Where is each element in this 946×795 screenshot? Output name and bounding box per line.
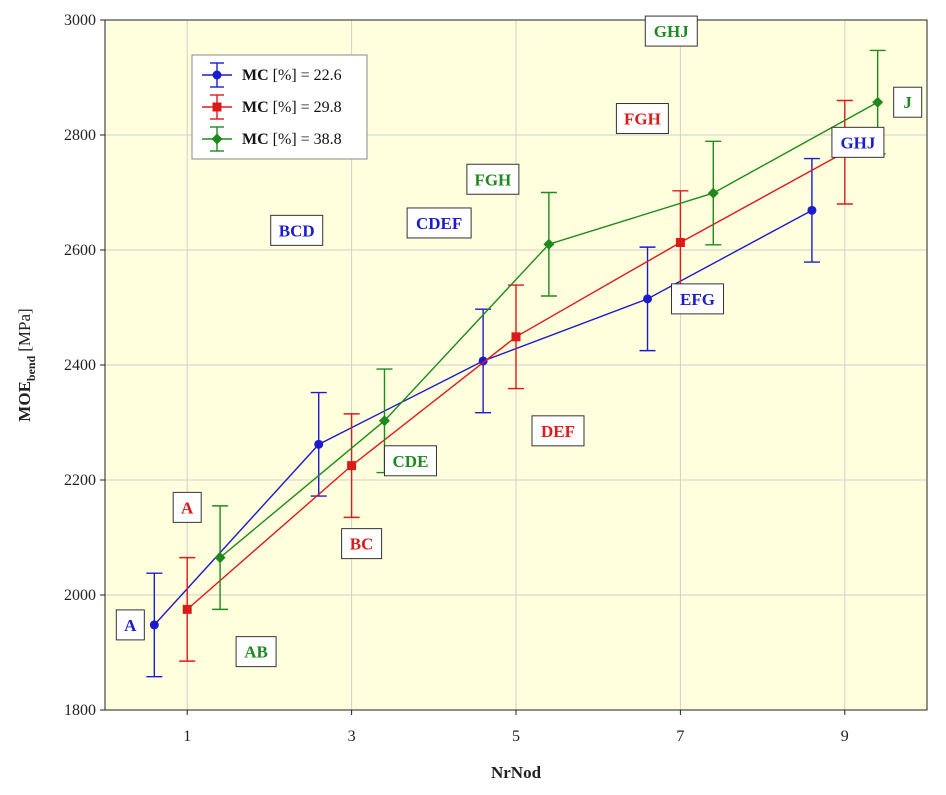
data-point [347,461,357,471]
group-label: AB [235,636,277,668]
data-point [807,205,817,215]
legend-label-rest: [%] = 29.8 [269,99,342,116]
group-label-box [406,207,472,239]
data-point [675,238,685,248]
data-point [643,294,653,304]
legend-label: MC [%] = 22.6 [242,67,342,84]
legend-label-rest: [%] = 22.6 [269,67,342,84]
group-label-text: CDE [393,452,429,471]
data-point [707,187,719,199]
y-axis-title: MOEbend [MPa] [15,308,38,421]
legend-label: MC [%] = 29.8 [242,99,342,116]
x-axis-title: NrNod [491,763,542,782]
group-label-text: FGH [624,110,661,129]
group-label: A [172,491,202,523]
data-point [314,439,324,449]
x-tick-label: 3 [348,728,356,745]
group-label-box [383,445,437,477]
group-label-box [644,15,698,47]
legend-label-bold: MC [242,131,269,148]
group-label-box [270,214,324,246]
data-point [211,133,223,145]
legend-item-2: MC [%] = 38.8 [202,126,342,152]
group-label-box [235,636,277,668]
group-label-text: BCD [279,221,315,240]
group-label: J [893,86,923,118]
group-label-text: CDEF [416,214,462,233]
data-point [543,238,555,250]
legend-label-rest: [%] = 38.8 [269,131,342,148]
group-label: GHJ [644,15,698,47]
y-tick-label: 2800 [64,127,96,144]
data-point [182,604,192,614]
y-tick-label: 2000 [64,587,96,604]
group-label-text: GHJ [654,22,689,41]
data-point [214,552,226,564]
group-label: CDE [383,445,437,477]
group-label-box [531,415,585,447]
data-point [212,70,222,80]
y-tick-label: 2400 [64,357,96,374]
data-point [478,356,488,366]
group-label-text: J [903,93,912,112]
group-label-box [341,528,383,560]
group-label: FGH [466,163,520,195]
legend: MC [%] = 22.6MC [%] = 29.8MC [%] = 38.8 [191,54,368,160]
legend-items: MC [%] = 22.6MC [%] = 29.8MC [%] = 38.8 [202,62,342,152]
y-tick-label: 2200 [64,472,96,489]
annotation-layer: ABCDCDEFEFGGHJABCDEFFGHHJABCDEFGHGHJJ [115,15,923,668]
legend-item-0: MC [%] = 22.6 [202,62,342,88]
data-point [212,102,222,112]
group-label-box [671,283,725,315]
group-label-box [615,103,669,135]
y-axis-title-main: MOE [15,381,34,422]
group-label: BCD [270,214,324,246]
group-label: EFG [671,283,725,315]
x-tick-label: 7 [676,728,684,745]
group-label: DEF [531,415,585,447]
group-label-text: GHJ [840,133,875,152]
legend-label-bold: MC [242,67,269,84]
group-label-text: BC [350,535,374,554]
group-label-text: AB [244,643,268,662]
data-point [378,415,390,427]
group-label-text: A [181,498,194,517]
legend-item-1: MC [%] = 29.8 [202,94,342,120]
legend-label: MC [%] = 38.8 [242,131,342,148]
y-tick-label: 1800 [64,702,96,719]
group-label: GHJ [831,126,885,158]
y-tick-label: 2600 [64,242,96,259]
group-label-text: A [124,616,137,635]
group-label: BC [341,528,383,560]
group-label-box [831,126,885,158]
y-axis-ticks: 1800 2000 2200 2400 2600 2800 3000 [64,12,105,719]
y-axis-title-sub: bend [24,355,38,381]
group-label: CDEF [406,207,472,239]
group-label-box [893,86,923,118]
group-label: FGH [615,103,669,135]
group-label-box [115,609,145,641]
series-0 [146,157,820,678]
x-tick-label: 5 [512,728,520,745]
group-label: A [115,609,145,641]
legend-label-bold: MC [242,99,269,116]
group-label-box [172,491,202,523]
group-label-box [466,163,520,195]
data-point [149,620,159,630]
group-label-text: FGH [474,170,511,189]
x-tick-label: 9 [841,728,849,745]
y-tick-label: 3000 [64,12,96,29]
group-label-text: DEF [541,422,575,441]
data-point [511,332,521,342]
data-point [872,96,884,108]
x-tick-label: 1 [183,728,191,745]
x-axis-ticks: 1 3 5 7 9 [183,710,849,745]
group-label-text: EFG [680,290,715,309]
y-axis-title-unit: [MPa] [15,308,34,351]
